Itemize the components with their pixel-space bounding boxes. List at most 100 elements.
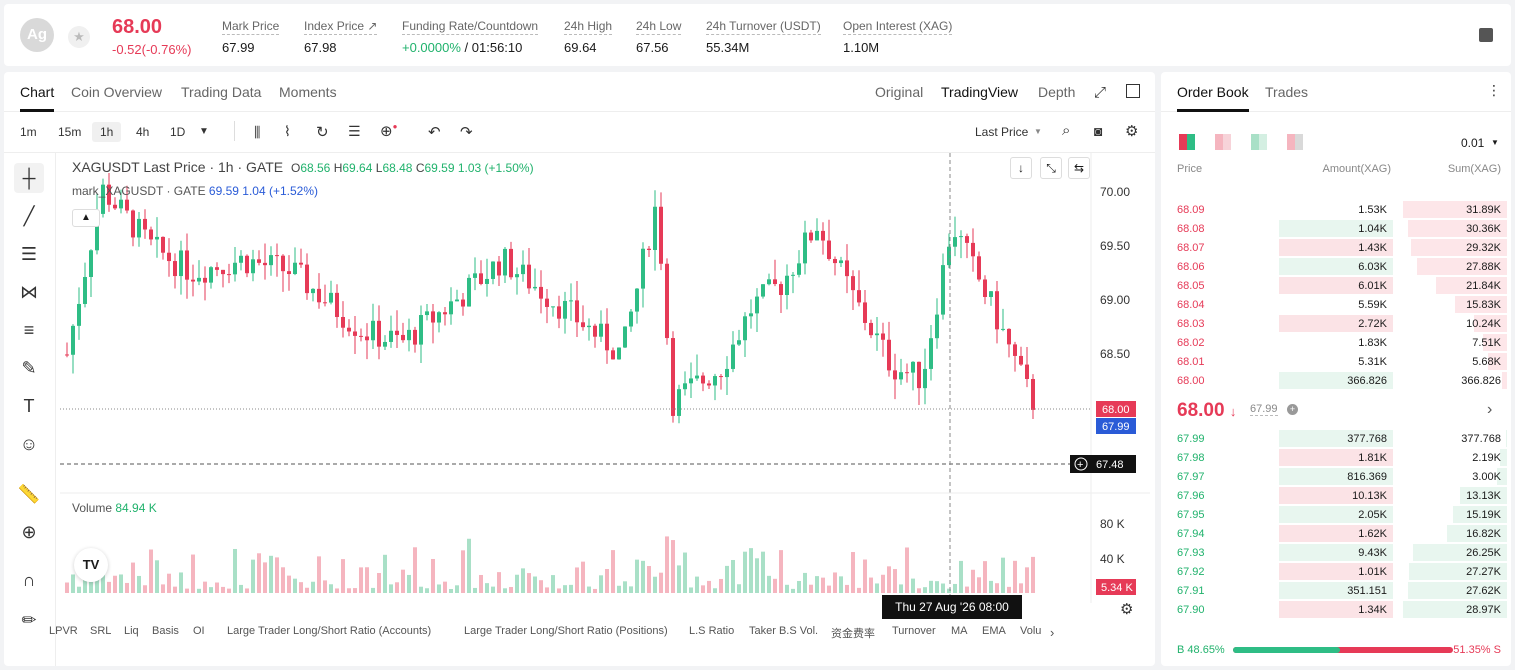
indicator-icon[interactable]: ⌇ <box>284 123 291 139</box>
bid-row[interactable]: 67.96 10.13K 13.13K <box>1161 486 1511 505</box>
stat-index-price[interactable]: Index Price ↗ 67.98 <box>304 19 378 55</box>
ask-row[interactable]: 68.01 5.31K 5.68K <box>1161 352 1511 371</box>
price-source-select[interactable]: Last Price <box>975 125 1029 139</box>
collapse-legend-button[interactable]: ▲ <box>72 209 100 227</box>
bid-row[interactable]: 67.95 2.05K 15.19K <box>1161 505 1511 524</box>
collapse-icon[interactable]: ⤡ <box>1040 157 1062 179</box>
tab-trading-data[interactable]: Trading Data <box>181 84 262 100</box>
indicator-oi[interactable]: OI <box>193 625 205 637</box>
indicator-lt-accounts[interactable]: Large Trader Long/Short Ratio (Accounts) <box>227 625 432 637</box>
compare-icon[interactable]: ↻ <box>316 124 329 141</box>
view-depth[interactable]: Depth <box>1038 84 1076 100</box>
zoom-icon[interactable]: ⊕ <box>21 522 37 542</box>
horizontal-lines-icon[interactable]: ☰ <box>20 244 38 264</box>
tab-moments[interactable]: Moments <box>279 84 337 100</box>
gear-icon[interactable]: ⚙ <box>1125 123 1139 140</box>
indicator-turnover[interactable]: Turnover <box>892 625 936 637</box>
price-chart[interactable]: 70.00 69.50 69.00 68.50 80 K 40 K 68.00 … <box>60 153 1150 619</box>
fib-icon[interactable]: ≡ <box>23 320 35 340</box>
candle-body <box>1025 364 1029 380</box>
timeframe-15m[interactable]: 15m <box>58 125 82 139</box>
timeframe-dropdown-icon[interactable]: ▼ <box>199 126 209 137</box>
ask-row[interactable]: 68.06 6.03K 27.88K <box>1161 257 1511 276</box>
stat-mark-price[interactable]: Mark Price 67.99 <box>222 19 280 55</box>
indicator-lt-positions[interactable]: Large Trader Long/Short Ratio (Positions… <box>464 625 668 637</box>
tab-order-book[interactable]: Order Book <box>1177 84 1249 112</box>
candle-type-icon[interactable]: ⫼ <box>254 124 261 140</box>
ask-row[interactable]: 68.09 1.53K 31.89K <box>1161 200 1511 219</box>
view-ratio-icon[interactable] <box>1287 134 1303 150</box>
tab-chart[interactable]: Chart <box>20 84 55 112</box>
bid-row[interactable]: 67.98 1.81K 2.19K <box>1161 448 1511 467</box>
pencil-icon[interactable]: ✏ <box>21 610 37 630</box>
ask-row[interactable]: 68.08 1.04K 30.36K <box>1161 219 1511 238</box>
ruler-icon[interactable]: 📏 <box>17 484 41 504</box>
template-icon[interactable]: ☰ <box>348 123 361 139</box>
alert-icon[interactable]: ⊕● <box>380 122 398 140</box>
view-asks-icon[interactable] <box>1215 134 1231 150</box>
indicator-ema[interactable]: EMA <box>982 625 1006 637</box>
indicator-srl[interactable]: SRL <box>90 625 112 637</box>
bid-row[interactable]: 67.97 816.369 3.00K <box>1161 467 1511 486</box>
pattern-icon[interactable]: ⋈ <box>20 282 38 302</box>
candle-body <box>941 265 945 315</box>
ask-row[interactable]: 68.02 1.83K 7.51K <box>1161 333 1511 352</box>
ask-row[interactable]: 68.07 1.43K 29.32K <box>1161 238 1511 257</box>
candlestick-chart-svg[interactable]: 70.00 69.50 69.00 68.50 80 K 40 K 68.00 … <box>60 153 1150 617</box>
timeframe-4h[interactable]: 4h <box>136 125 150 139</box>
timeframe-1d[interactable]: 1D <box>170 125 186 139</box>
timeframe-1h[interactable]: 1h <box>92 122 122 142</box>
scroll-right-icon[interactable]: › <box>1050 625 1055 640</box>
view-both-icon[interactable] <box>1179 134 1195 150</box>
chevron-down-icon[interactable]: ▼ <box>1491 138 1499 147</box>
ask-row[interactable]: 68.04 5.59K 15.83K <box>1161 295 1511 314</box>
bid-row[interactable]: 67.92 1.01K 27.27K <box>1161 562 1511 581</box>
indicator-ma[interactable]: MA <box>951 625 968 637</box>
bid-row[interactable]: 67.94 1.62K 16.82K <box>1161 524 1511 543</box>
text-icon[interactable]: T <box>23 396 35 416</box>
fullscreen-icon[interactable]: ⤢ <box>1094 84 1107 101</box>
redo-icon[interactable]: ↷ <box>460 124 473 141</box>
precision-select[interactable]: 0.01 <box>1461 136 1485 150</box>
indicator-ls-ratio[interactable]: L.S Ratio <box>689 625 735 637</box>
row-sum: 27.62K <box>1466 585 1501 597</box>
view-bids-icon[interactable] <box>1251 134 1267 150</box>
indicator-basis[interactable]: Basis <box>152 625 179 637</box>
more-icon[interactable]: ⋮ <box>1487 82 1501 98</box>
camera-icon[interactable]: ◙ <box>1094 123 1103 139</box>
indicator-funding[interactable]: 资金费率 <box>831 628 875 640</box>
chevron-down-icon[interactable]: ▼ <box>1034 127 1042 136</box>
undo-icon[interactable]: ↶ <box>428 124 441 141</box>
ask-row[interactable]: 68.03 2.72K 10.24K <box>1161 314 1511 333</box>
search-icon[interactable]: ⌕ <box>1062 122 1071 139</box>
book-icon[interactable] <box>1479 28 1493 42</box>
window-icon[interactable] <box>1126 84 1140 98</box>
indicator-liq[interactable]: Liq <box>124 625 139 637</box>
tab-coin-overview[interactable]: Coin Overview <box>71 84 163 100</box>
stat-funding-rate[interactable]: Funding Rate/Countdown +0.0000% / 01:56:1… <box>402 19 539 55</box>
magnet-icon[interactable]: ∩ <box>22 570 36 590</box>
bid-row[interactable]: 67.99 377.768 377.768 <box>1161 429 1511 448</box>
ask-row[interactable]: 68.05 6.01K 21.84K <box>1161 276 1511 295</box>
settings-icon[interactable]: ⚙ <box>1120 601 1134 618</box>
crosshair-icon[interactable]: ┼ <box>14 163 44 193</box>
view-original[interactable]: Original <box>875 84 924 100</box>
bid-row[interactable]: 67.91 351.151 27.62K <box>1161 581 1511 600</box>
arrow-down-icon[interactable]: ↓ <box>1010 157 1032 179</box>
brush-icon[interactable]: ✎ <box>21 358 37 378</box>
favorite-star-icon[interactable]: ★ <box>68 26 90 48</box>
chevron-right-icon[interactable]: › <box>1487 401 1493 418</box>
trend-line-icon[interactable]: ╱ <box>23 206 35 226</box>
indicator-lpvr[interactable]: LPVR <box>49 625 78 637</box>
ask-row[interactable]: 68.00 366.826 366.826 <box>1161 371 1511 390</box>
bid-row[interactable]: 67.93 9.43K 26.25K <box>1161 543 1511 562</box>
indicator-taker-vol[interactable]: Taker B.S Vol. <box>749 625 819 637</box>
emoji-icon[interactable]: ☺ <box>19 434 39 454</box>
info-icon[interactable]: + <box>1287 404 1298 415</box>
bid-row[interactable]: 67.90 1.34K 28.97K <box>1161 600 1511 619</box>
indicator-volume[interactable]: Volu <box>1020 625 1042 637</box>
view-tradingview[interactable]: TradingView <box>941 84 1019 100</box>
timeframe-1m[interactable]: 1m <box>20 125 37 139</box>
tab-trades[interactable]: Trades <box>1265 84 1309 100</box>
sync-icon[interactable]: ⇆ <box>1068 157 1090 179</box>
